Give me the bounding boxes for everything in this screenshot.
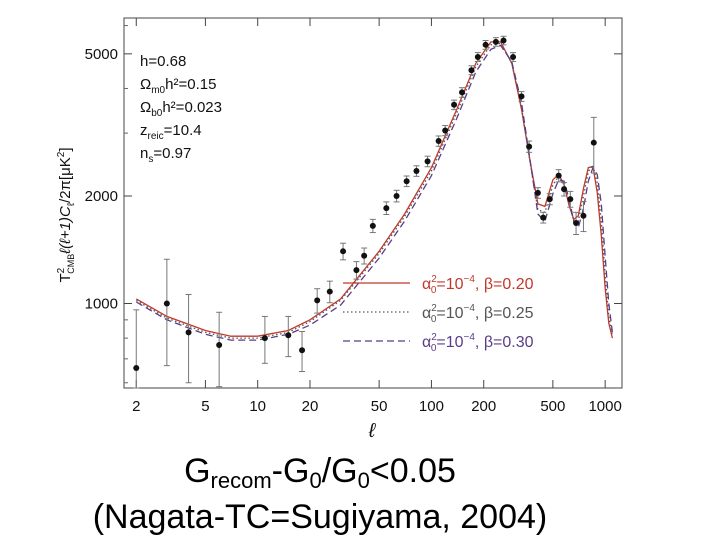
parameter-line: ns=0.97 [140, 145, 191, 165]
data-point [216, 342, 223, 349]
data-point [451, 101, 458, 108]
data-point [314, 297, 321, 304]
data-point [526, 143, 533, 150]
model-curves [135, 41, 614, 341]
y-tick-label: 5000 [85, 46, 118, 63]
model-curve-1 [135, 41, 614, 339]
data-point [442, 127, 449, 134]
data-point [261, 335, 268, 342]
x-tick-label: 10 [249, 398, 266, 415]
data-point [340, 248, 347, 255]
data-point [413, 167, 420, 174]
data-point [459, 89, 466, 96]
data-point [474, 53, 481, 60]
y-axis-label: T2CMBℓ(ℓ+1)Cℓ/2π[μK2] [56, 147, 77, 282]
x-axis-label: ℓ [368, 420, 377, 442]
x-tick-label: 100 [419, 398, 444, 415]
data-point [500, 37, 507, 44]
legend-label: α2 0=10−4, β=0.30 [422, 332, 534, 354]
data-point [424, 158, 431, 165]
parameter-line: h=0.68 [140, 53, 186, 70]
data-point [567, 196, 574, 203]
data-point [185, 329, 192, 336]
caption-line-2: (Nagata-TC=Sugiyama, 2004) [92, 498, 548, 536]
x-tick-labels: 2 5 10 20 50 100 200 500 1000 [132, 398, 622, 415]
data-point [393, 192, 400, 199]
data-point [383, 205, 390, 212]
data-point [435, 138, 442, 145]
legend-label: α2 0=10−4, β=0.20 [422, 274, 534, 296]
parameter-list: h=0.68 Ωm0h²=0.15 Ωb0h²=0.023 zreic=10.4 ns=… [140, 53, 222, 165]
data-point [555, 172, 562, 179]
legend: α2 0=10−4, β=0.20 α2 0=10−4, β=0.25 α2 0=10−4… [343, 274, 534, 354]
data-point [510, 53, 517, 60]
data-point [518, 93, 525, 100]
x-tick-label: 1000 [588, 398, 621, 415]
data-point [403, 178, 410, 185]
data-point [590, 139, 597, 146]
data-point [369, 222, 376, 229]
data-point [534, 189, 541, 196]
data-point [361, 252, 368, 259]
data-point [573, 220, 580, 227]
x-tick-label: 50 [371, 398, 388, 415]
data-point [299, 347, 306, 354]
y-tick-labels: 1000 2000 5000 [85, 46, 118, 313]
data-point [468, 67, 475, 74]
y-tick-label: 2000 [85, 188, 118, 205]
parameter-line: Ωm0h²=0.15 [140, 76, 216, 96]
x-tick-label: 2 [132, 398, 140, 415]
data-point [133, 364, 140, 371]
data-point [326, 288, 333, 295]
data-point [492, 38, 499, 45]
data-point [561, 186, 568, 193]
y-tick-label: 1000 [85, 296, 118, 313]
plot-frame [123, 17, 623, 389]
x-tick-label: 500 [540, 398, 565, 415]
model-curve-3 [135, 44, 614, 341]
x-tick-label: 200 [471, 398, 496, 415]
legend-label: α2 0=10−4, β=0.25 [422, 303, 534, 325]
data-point [540, 214, 547, 221]
data-point [580, 212, 587, 219]
parameter-line: Ωb0h²=0.023 [140, 99, 222, 119]
caption-line-1: Grecom-G0/G0<0.05 [184, 452, 456, 493]
data-point [482, 41, 489, 48]
data-point [353, 267, 360, 274]
data-point [163, 300, 170, 307]
axis-ticks [124, 18, 622, 388]
model-curve-2 [135, 42, 614, 339]
parameter-line: zreic=10.4 [140, 122, 202, 142]
x-tick-label: 5 [201, 398, 209, 415]
data-points [133, 35, 597, 389]
data-point [546, 196, 553, 203]
data-point [285, 332, 292, 339]
x-tick-label: 20 [302, 398, 319, 415]
